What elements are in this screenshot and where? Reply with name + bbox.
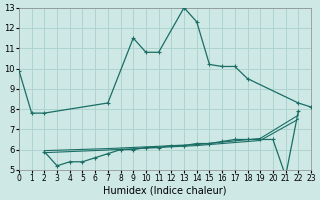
X-axis label: Humidex (Indice chaleur): Humidex (Indice chaleur) [103, 186, 227, 196]
